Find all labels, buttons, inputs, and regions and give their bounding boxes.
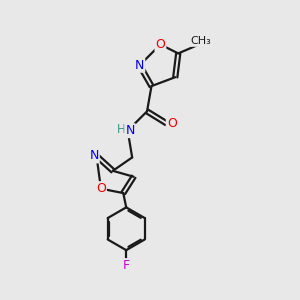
Text: CH₃: CH₃	[190, 36, 211, 46]
Text: H: H	[117, 123, 125, 136]
Text: N: N	[89, 149, 99, 162]
Text: O: O	[167, 117, 177, 130]
Text: N: N	[125, 124, 135, 137]
Text: F: F	[123, 259, 130, 272]
Text: O: O	[96, 182, 106, 195]
Text: N: N	[135, 59, 144, 72]
Text: O: O	[155, 38, 165, 51]
